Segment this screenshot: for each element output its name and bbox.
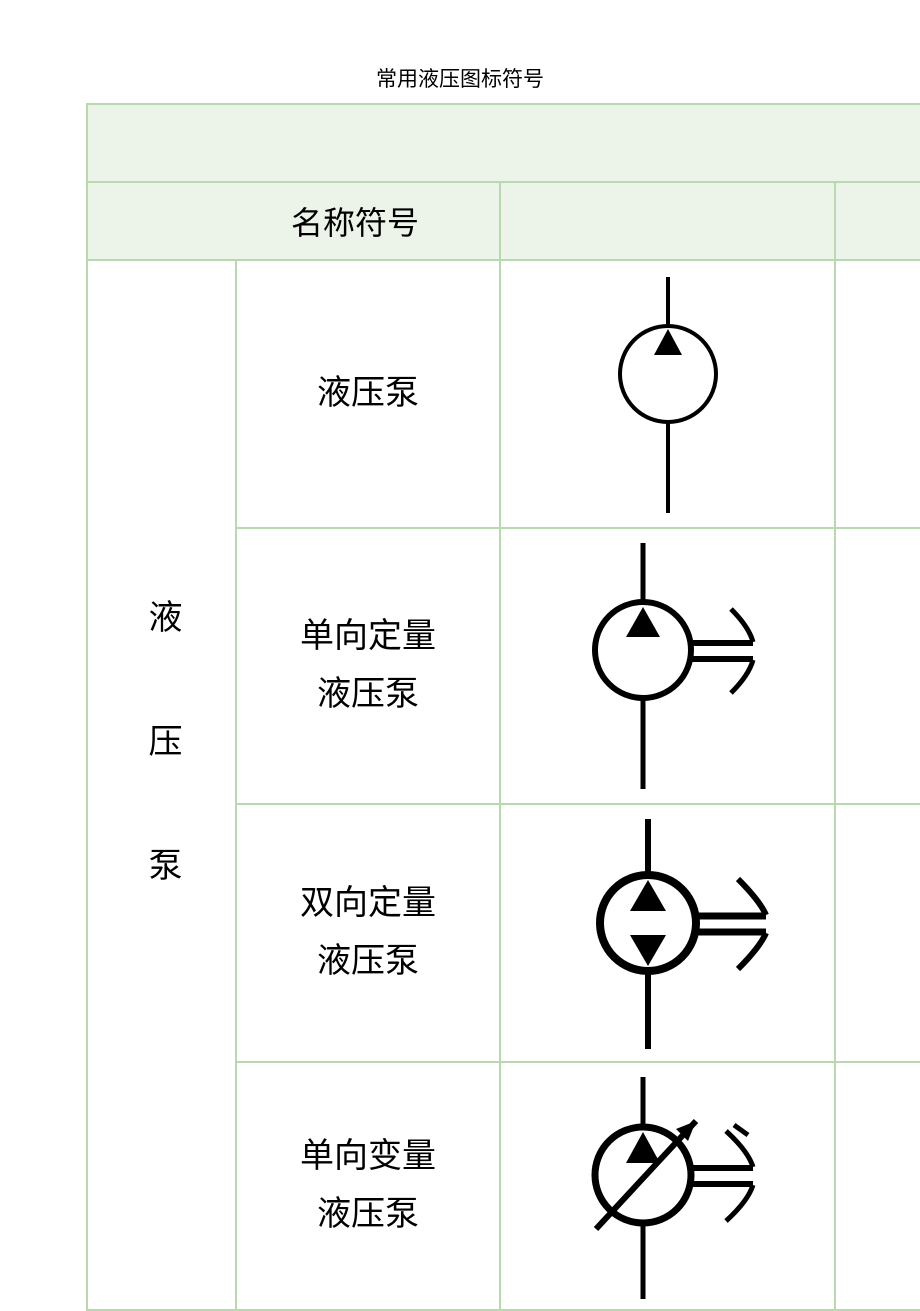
column-header-mid bbox=[500, 182, 835, 260]
column-header-text: 名称符号 bbox=[88, 198, 499, 244]
name-cell: 单向变量 液压泵 bbox=[236, 1062, 500, 1310]
symbol-cell bbox=[500, 260, 835, 528]
symbol-cell bbox=[500, 1062, 835, 1310]
name-line1: 单向定量 bbox=[300, 618, 436, 655]
name-cell: 单向定量 液压泵 bbox=[236, 528, 500, 804]
pump-variable-uni-icon bbox=[548, 1071, 788, 1301]
category-label: 液压泵 bbox=[143, 599, 180, 971]
column-header-right bbox=[835, 182, 920, 260]
pump-fixed-bi-icon bbox=[548, 813, 788, 1053]
document-title: 常用液压图标符号 bbox=[0, 0, 920, 103]
right-label-cell: 单向f 动 bbox=[835, 1062, 920, 1310]
pump-basic-icon bbox=[598, 269, 738, 519]
name-line2: 液压泵 bbox=[317, 943, 419, 980]
name-line1: 单向变量 bbox=[300, 1138, 436, 1175]
hydraulic-symbols-table: （1）液 名称符号 液压泵 液压泵 bbox=[86, 103, 920, 1311]
name-line1: 双向定量 bbox=[300, 885, 436, 922]
right-label-cell: 双向f 动 bbox=[835, 804, 920, 1062]
section-header-cell: （1）液 bbox=[87, 104, 920, 182]
symbol-cell bbox=[500, 804, 835, 1062]
column-header-left: 名称符号 bbox=[87, 182, 500, 260]
page-container: 常用液压图标符号 （1）液 名称符号 液压泵 液压泵 bbox=[0, 0, 920, 1311]
pump-fixed-uni-icon bbox=[553, 537, 783, 795]
name-cell: 液压泵 bbox=[236, 260, 500, 528]
section-header-text: （1）液 bbox=[88, 116, 920, 171]
right-label-cell: 单向 动 bbox=[835, 528, 920, 804]
symbol-cell bbox=[500, 528, 835, 804]
right-label-cell bbox=[835, 260, 920, 528]
name-cell: 双向定量 液压泵 bbox=[236, 804, 500, 1062]
table-row: 液压泵 液压泵 bbox=[87, 260, 920, 528]
name-label: 液压泵 bbox=[317, 375, 419, 412]
name-line2: 液压泵 bbox=[317, 676, 419, 713]
category-cell: 液压泵 bbox=[87, 260, 236, 1310]
name-line2: 液压泵 bbox=[317, 1196, 419, 1233]
